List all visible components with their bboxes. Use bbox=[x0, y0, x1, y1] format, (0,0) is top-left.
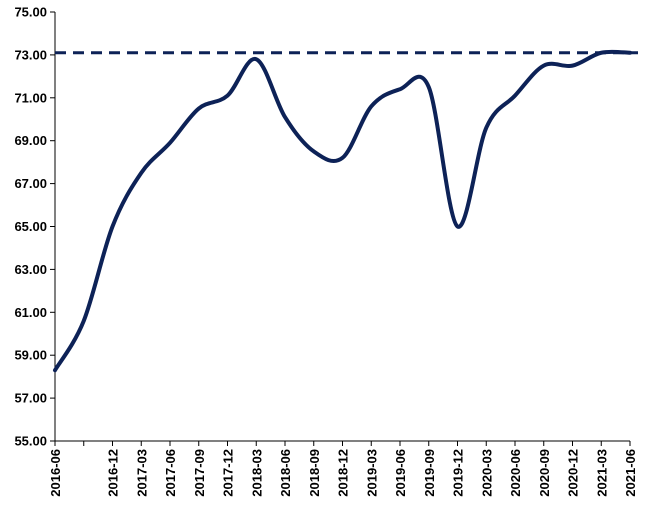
y-tick-label: 65.00 bbox=[14, 219, 47, 234]
y-tick-label: 69.00 bbox=[14, 133, 47, 148]
x-tick-label: 2020-09 bbox=[537, 449, 552, 497]
x-tick-label: 2019-03 bbox=[364, 449, 379, 497]
y-axis-ticks: 55.00 57.00 59.00 61.00 63.00 65.00 67.00 69.00… bbox=[14, 5, 55, 449]
x-tick-label: 2021-03 bbox=[594, 449, 609, 497]
y-tick-label: 75.00 bbox=[14, 5, 47, 20]
series-line bbox=[53, 49, 632, 373]
x-tick-label: 2018-03 bbox=[249, 449, 264, 497]
y-tick-label: 71.00 bbox=[14, 90, 47, 105]
x-tick-label: 2019-12 bbox=[451, 449, 466, 497]
x-tick-label: 2018-12 bbox=[336, 449, 351, 497]
y-tick-label: 61.00 bbox=[14, 305, 47, 320]
chart-axes bbox=[54, 12, 630, 442]
x-tick-label: 2019-06 bbox=[393, 449, 408, 497]
x-axis-ticks: 2016-06 2016-12 2017-03 2017-06 2017-09 2017-… bbox=[48, 441, 638, 497]
x-tick-label: 2020-06 bbox=[508, 449, 523, 497]
x-tick-label: 2018-06 bbox=[278, 449, 293, 497]
x-tick-label: 2021-06 bbox=[623, 449, 638, 497]
x-tick-label: 2017-03 bbox=[134, 449, 149, 497]
y-tick-label: 67.00 bbox=[14, 176, 47, 191]
x-tick-label: 2019-09 bbox=[422, 449, 437, 497]
x-tick-label: 2017-06 bbox=[163, 449, 178, 497]
x-tick-label: 2017-09 bbox=[192, 449, 207, 497]
y-tick-label: 55.00 bbox=[14, 434, 47, 449]
x-tick-label: 2020-12 bbox=[566, 449, 581, 497]
y-tick-label: 63.00 bbox=[14, 262, 47, 277]
y-tick-label: 59.00 bbox=[14, 348, 47, 363]
y-tick-label: 57.00 bbox=[14, 391, 47, 406]
x-tick-label: 2016-06 bbox=[48, 449, 63, 497]
x-tick-label: 2016-12 bbox=[106, 449, 121, 497]
y-tick-label: 73.00 bbox=[14, 47, 47, 62]
x-tick-label: 2017-12 bbox=[221, 449, 236, 497]
x-tick-label: 2018-09 bbox=[307, 449, 322, 497]
x-tick-label: 2020-03 bbox=[479, 449, 494, 497]
series-group bbox=[53, 49, 632, 373]
